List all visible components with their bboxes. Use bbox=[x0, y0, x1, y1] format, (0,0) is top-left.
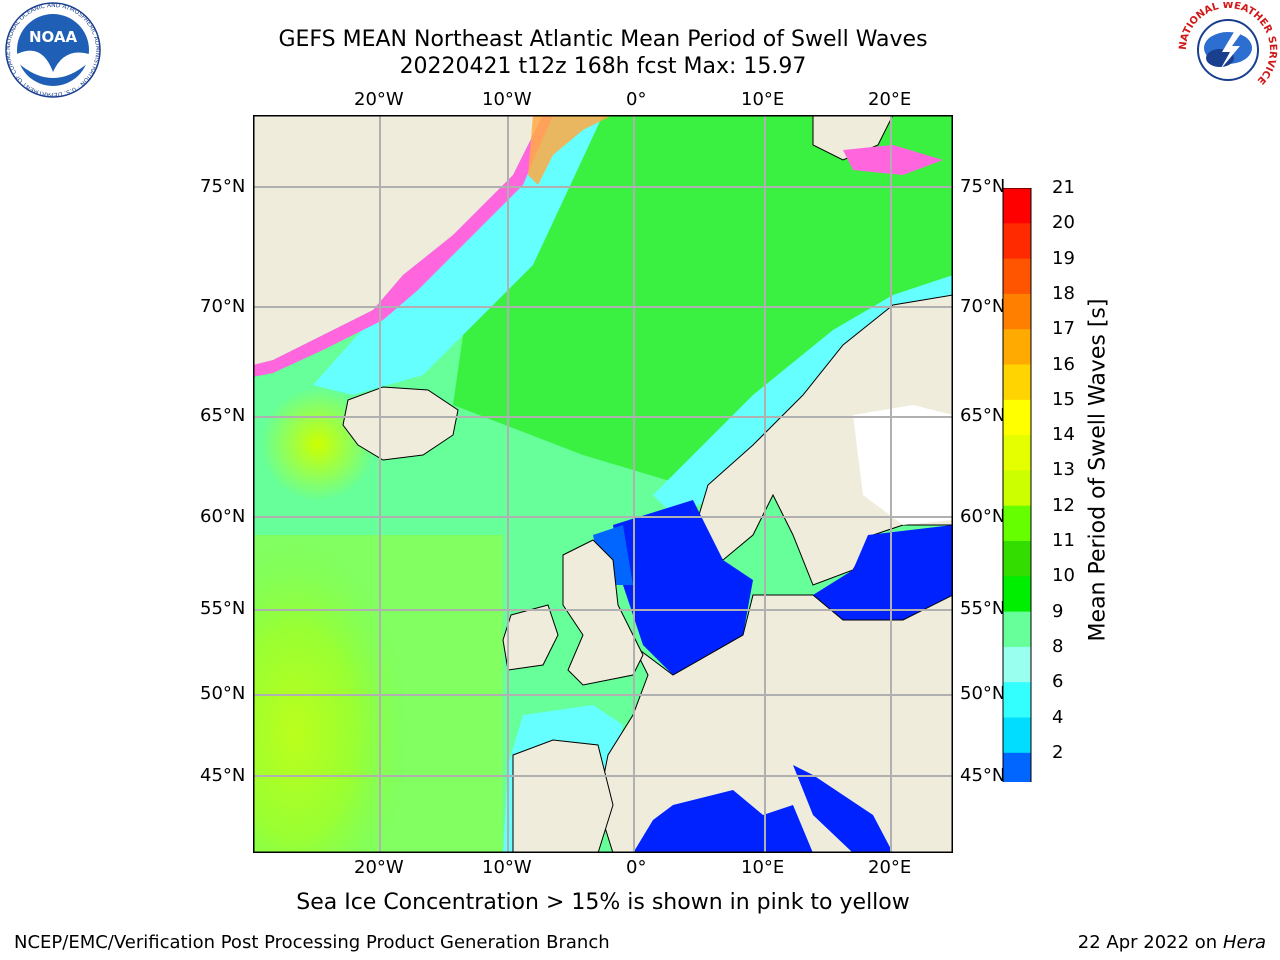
lon-label-bottom: 20°W bbox=[354, 857, 404, 878]
lat-label-right: 45°N bbox=[960, 765, 1006, 786]
colorbar-segment bbox=[1003, 329, 1031, 365]
lon-label-bottom: 10°W bbox=[482, 857, 532, 878]
lat-label-left: 70°N bbox=[200, 296, 246, 317]
colorbar-tick-label: 17 bbox=[1052, 318, 1075, 340]
lat-label-right: 70°N bbox=[960, 296, 1006, 317]
colorbar-tick-label: 14 bbox=[1052, 424, 1075, 446]
lon-label-bottom: 0° bbox=[626, 857, 647, 878]
nws-logo: NATIONAL WEATHER SERVICE bbox=[1178, 0, 1278, 98]
footer-machine: Hera bbox=[1222, 932, 1266, 953]
colorbar-segment bbox=[1003, 293, 1031, 330]
lon-label-bottom: 20°E bbox=[868, 857, 912, 878]
colorbar-label: Mean Period of Swell Waves [s] bbox=[1085, 298, 1111, 642]
footer-date: 22 Apr 2022 on Hera bbox=[1078, 932, 1266, 953]
colorbar-tick-label: 11 bbox=[1052, 530, 1075, 551]
noaa-logo: NATIONAL OCEANIC AND ATMOSPHERIC ADMINIS… bbox=[0, 0, 104, 98]
lat-label-left: 60°N bbox=[200, 506, 246, 527]
lat-label-right: 65°N bbox=[960, 405, 1006, 426]
lon-label-top: 10°E bbox=[741, 89, 785, 110]
lat-label-right: 55°N bbox=[960, 598, 1006, 619]
lon-label-top: 0° bbox=[626, 89, 647, 110]
lat-label-left: 55°N bbox=[200, 598, 246, 619]
colorbar-segment bbox=[1003, 364, 1031, 401]
lat-label-left: 65°N bbox=[200, 405, 246, 426]
footer-date-text: 22 Apr 2022 on bbox=[1077, 932, 1223, 953]
colorbar-tick-label: 12 bbox=[1052, 494, 1075, 516]
lon-label-top: 20°W bbox=[354, 89, 404, 110]
swell-period-map bbox=[253, 115, 953, 853]
lat-label-right: 50°N bbox=[960, 683, 1006, 704]
colorbar-tick-label: 16 bbox=[1052, 353, 1075, 375]
colorbar-segment bbox=[1003, 470, 1031, 507]
colorbar-tick-label: 18 bbox=[1052, 282, 1075, 304]
colorbar-segment bbox=[1003, 541, 1031, 577]
colorbar-tick-label: 9 bbox=[1052, 600, 1064, 622]
lat-label-right: 60°N bbox=[960, 506, 1006, 527]
colorbar-segment bbox=[1003, 435, 1031, 471]
colorbar-tick-label: 2 bbox=[1052, 741, 1064, 763]
colorbar-segment bbox=[1003, 188, 1031, 224]
colorbar bbox=[1002, 188, 1042, 782]
colorbar-outline bbox=[1002, 188, 1032, 782]
colorbar-segment bbox=[1003, 223, 1031, 260]
colorbar-segment bbox=[1003, 611, 1031, 648]
svg-text:NOAA: NOAA bbox=[29, 28, 78, 46]
colorbar-segment bbox=[1003, 576, 1031, 613]
colorbar-tick-label: 15 bbox=[1052, 388, 1075, 410]
lon-label-bottom: 10°E bbox=[741, 857, 785, 878]
footer-org: NCEP/EMC/Verification Post Processing Pr… bbox=[14, 932, 610, 953]
map-title: GEFS MEAN Northeast Atlantic Mean Period… bbox=[278, 27, 928, 52]
colorbar-segment bbox=[1003, 682, 1031, 718]
colorbar-segment bbox=[1003, 505, 1031, 542]
lat-label-left: 50°N bbox=[200, 683, 246, 704]
lat-label-right: 75°N bbox=[960, 176, 1006, 197]
lon-label-top: 10°W bbox=[482, 89, 532, 110]
colorbar-tick-label: 21 bbox=[1052, 177, 1075, 198]
colorbar-segment bbox=[1003, 646, 1031, 683]
sea-ice-note: Sea Ice Concentration > 15% is shown in … bbox=[296, 890, 910, 915]
map-subtitle: 20220421 t12z 168h fcst Max: 15.97 bbox=[399, 54, 807, 79]
lon-label-top: 20°E bbox=[868, 89, 912, 110]
colorbar-tick-label: 20 bbox=[1052, 212, 1075, 234]
colorbar-tick-label: 13 bbox=[1052, 459, 1075, 481]
colorbar-tick-label: 6 bbox=[1052, 671, 1064, 693]
colorbar-tick-label: 8 bbox=[1052, 635, 1064, 657]
colorbar-segment bbox=[1003, 258, 1031, 295]
colorbar-segment bbox=[1003, 399, 1031, 436]
colorbar-tick-label: 19 bbox=[1052, 247, 1075, 269]
lat-label-left: 45°N bbox=[200, 765, 246, 786]
colorbar-segment bbox=[1003, 752, 1031, 782]
colorbar-tick-label: 10 bbox=[1052, 565, 1075, 587]
colorbar-segment bbox=[1003, 717, 1031, 754]
lat-label-left: 75°N bbox=[200, 176, 246, 197]
colorbar-tick-label: 4 bbox=[1052, 706, 1064, 728]
